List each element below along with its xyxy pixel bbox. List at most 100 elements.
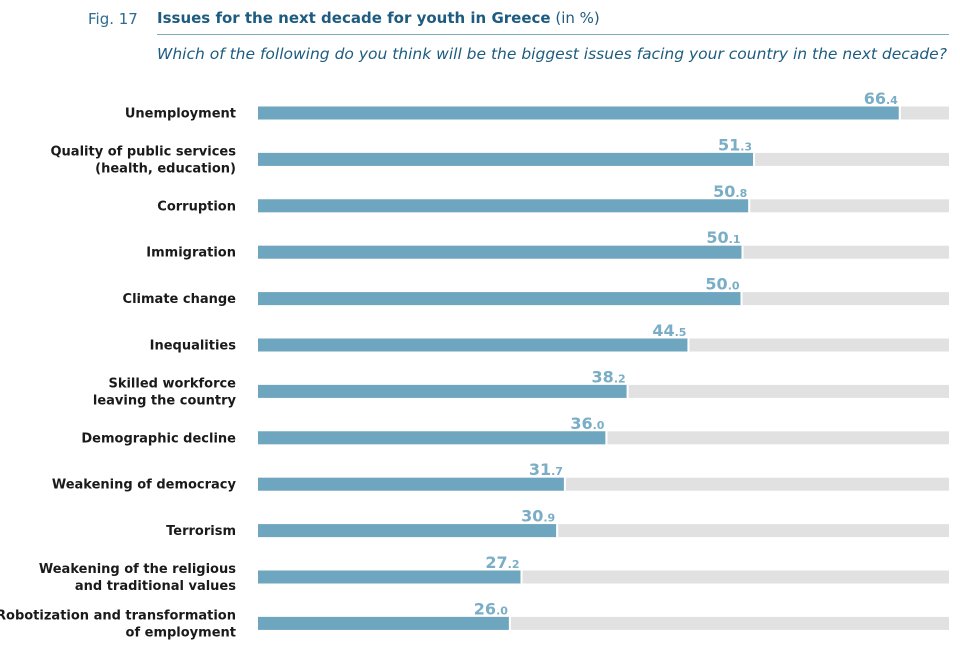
- category-label-line: (health, education): [95, 161, 236, 176]
- category-label-line: Quality of public services: [51, 144, 237, 159]
- figure-number: Fig. 17: [88, 10, 138, 28]
- category-label-line: Inequalities: [150, 339, 237, 354]
- category-label: Quality of public services (health, educa…: [51, 144, 237, 176]
- value-label: 50.1: [706, 228, 740, 247]
- bar: [258, 570, 521, 584]
- bar-row: Demographic decline 36.0: [81, 414, 949, 446]
- bar-row: Skilled workforce leaving the country 38.2: [93, 367, 949, 408]
- category-label: Immigration: [146, 246, 236, 261]
- value-label: 50.0: [705, 275, 739, 294]
- value-label-integer: 26: [474, 599, 496, 618]
- bar-end-separator: [687, 338, 690, 352]
- value-label: 36.0: [570, 414, 604, 433]
- bar-row: Weakening of democracy 31.7: [52, 460, 949, 493]
- value-label: 31.7: [529, 460, 563, 479]
- chart-title-unit: (in %): [555, 9, 600, 27]
- value-label: 66.4: [864, 89, 898, 108]
- value-label: 44.5: [652, 321, 686, 340]
- bar-end-separator: [520, 570, 523, 584]
- bar-row: Climate change 50.0: [123, 275, 949, 307]
- bar: [258, 199, 749, 213]
- category-label-line: Unemployment: [125, 107, 236, 122]
- category-label: Climate change: [123, 292, 237, 307]
- value-label-decimal: .4: [886, 94, 898, 107]
- bar-row: Weakening of the religious and traditiona…: [39, 553, 949, 594]
- value-label-decimal: .1: [729, 233, 741, 246]
- bar-row: Terrorism 30.9: [166, 507, 949, 539]
- category-label: Weakening of democracy: [52, 478, 237, 493]
- value-label: 50.8: [713, 182, 747, 201]
- bar: [258, 245, 742, 259]
- value-label-integer: 66: [864, 89, 886, 108]
- value-label: 26.0: [474, 599, 508, 618]
- bar: [258, 338, 688, 352]
- category-label-line: Robotization and transformation: [0, 608, 236, 623]
- value-label-decimal: .5: [675, 326, 687, 339]
- category-label-line: Weakening of the religious: [39, 562, 236, 577]
- bar: [258, 477, 564, 491]
- value-label-integer: 38: [592, 367, 614, 386]
- value-label: 27.2: [485, 553, 519, 572]
- bar-row: Immigration 50.1: [146, 228, 949, 261]
- value-label-decimal: .9: [543, 512, 555, 525]
- category-label-line: Skilled workforce: [108, 376, 236, 391]
- bar: [258, 524, 557, 538]
- chart-subtitle: Which of the following do you think will…: [157, 45, 947, 63]
- category-label-line: Weakening of democracy: [52, 478, 237, 493]
- value-label-decimal: .3: [740, 140, 752, 153]
- value-label-integer: 27: [485, 553, 507, 572]
- bar: [258, 384, 627, 398]
- bar-end-separator: [626, 384, 629, 398]
- value-label-decimal: .8: [735, 187, 747, 200]
- category-label-line: of employment: [126, 625, 236, 640]
- bar-end-separator: [508, 616, 511, 630]
- bar: [258, 106, 899, 120]
- bar-end-separator: [605, 431, 608, 445]
- bar: [258, 431, 606, 445]
- bar-end-separator: [753, 152, 756, 166]
- category-label-line: Climate change: [123, 292, 237, 307]
- category-label-line: Demographic decline: [81, 431, 236, 446]
- chart-title: Issues for the next decade for youth in …: [157, 9, 600, 27]
- bar-row: Corruption 50.8: [157, 182, 949, 214]
- bar-end-separator: [563, 477, 566, 491]
- bar-end-separator: [556, 524, 559, 538]
- value-label-integer: 31: [529, 460, 551, 479]
- value-label-integer: 44: [652, 321, 674, 340]
- value-label-decimal: .2: [508, 558, 520, 571]
- value-label-integer: 50: [706, 228, 728, 247]
- bar-end-separator: [741, 245, 744, 259]
- category-label: Unemployment: [125, 107, 236, 122]
- value-label-decimal: .0: [496, 604, 508, 617]
- category-label: Robotization and transformation of employ…: [0, 608, 236, 640]
- bar-row: Unemployment 66.4: [125, 89, 949, 122]
- category-label: Demographic decline: [81, 431, 236, 446]
- value-label: 30.9: [521, 507, 555, 526]
- category-label-line: leaving the country: [93, 393, 237, 408]
- value-label-decimal: .0: [728, 280, 740, 293]
- category-label-line: Terrorism: [166, 524, 236, 539]
- bar-end-separator: [748, 199, 751, 213]
- chart-title-text: Issues for the next decade for youth in …: [157, 9, 551, 27]
- value-label-decimal: .7: [551, 465, 563, 478]
- bar-row: Quality of public services (health, educa…: [51, 135, 949, 176]
- value-label-integer: 50: [705, 275, 727, 294]
- bar: [258, 292, 741, 306]
- value-label-integer: 51: [718, 135, 740, 154]
- value-label: 38.2: [592, 367, 626, 386]
- value-label-integer: 30: [521, 507, 543, 526]
- value-label-decimal: .2: [614, 372, 626, 385]
- category-label: Inequalities: [150, 339, 237, 354]
- title-divider: [157, 34, 949, 35]
- category-label: Corruption: [157, 199, 236, 214]
- category-label-line: and traditional values: [75, 579, 236, 594]
- bar: [258, 616, 509, 630]
- category-label-line: Immigration: [146, 246, 236, 261]
- bar-end-separator: [740, 292, 743, 306]
- value-label-integer: 50: [713, 182, 735, 201]
- bar-row: Robotization and transformation of employ…: [0, 599, 949, 640]
- value-label: 51.3: [718, 135, 752, 154]
- bar-end-separator: [898, 106, 901, 120]
- category-label: Terrorism: [166, 524, 236, 539]
